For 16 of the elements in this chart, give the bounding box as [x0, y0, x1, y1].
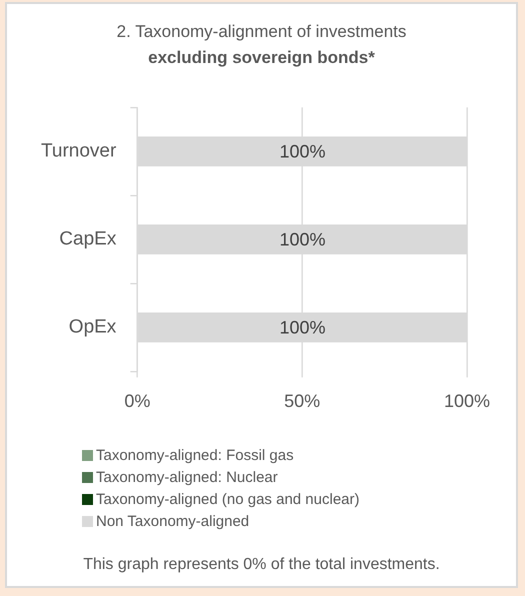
legend-label: Taxonomy-aligned (no gas and nuclear) — [96, 490, 360, 508]
y-tick-label: Turnover — [40, 140, 117, 162]
x-tick-label: 0% — [124, 391, 150, 412]
text: This graph represents 0% of the total investments. — [82, 556, 441, 574]
legend-label: Non Taxonomy-aligned — [96, 512, 250, 530]
y-tick-label: CapEx — [59, 228, 117, 250]
legend-label: Taxonomy-aligned: Fossil gas — [96, 446, 294, 464]
y-tick-label: OpEx — [68, 316, 117, 338]
chart-subtitle: excluding sovereign bonds* — [147, 47, 376, 69]
data-label: 100% — [279, 229, 326, 250]
legend-label: Taxonomy-aligned: Nuclear — [96, 468, 278, 486]
x-tick-label: 50% — [284, 391, 320, 412]
data-label: 100% — [279, 141, 326, 162]
data-label: 100% — [279, 317, 326, 338]
x-tick-label: 100% — [444, 391, 490, 412]
chart-title: 2. Taxonomy-alignment of investments — [116, 21, 408, 43]
